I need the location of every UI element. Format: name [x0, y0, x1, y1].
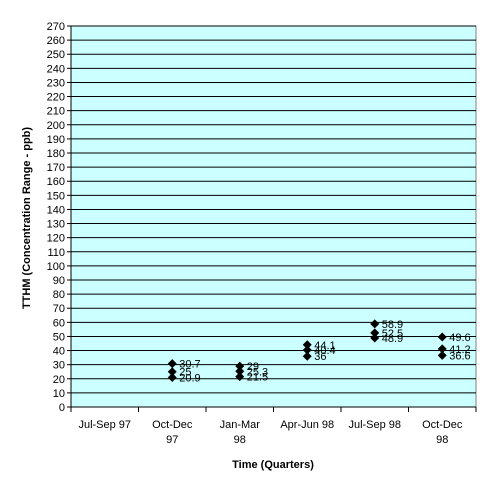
y-tick-label: 120	[47, 233, 65, 245]
data-point	[167, 367, 177, 377]
data-point	[437, 350, 447, 360]
data-point	[302, 340, 312, 350]
x-tick-label: Jul-Sep 97	[78, 419, 131, 431]
data-label: 20.9	[179, 373, 200, 385]
y-tick-label: 210	[47, 106, 65, 118]
data-label: 58.9	[382, 319, 403, 331]
data-label: 40.4	[314, 345, 335, 357]
y-tick-label: 200	[47, 120, 65, 132]
y-tick-label: 110	[47, 247, 65, 259]
data-point	[235, 361, 245, 371]
data-point	[302, 345, 312, 355]
y-tick-label: 60	[53, 317, 65, 329]
data-label: 29	[247, 361, 259, 373]
plot-area	[70, 25, 477, 408]
data-point	[370, 333, 380, 343]
y-tick-label: 130	[47, 219, 65, 231]
y-tick-label: 10	[53, 388, 65, 400]
y-tick-label: 140	[47, 204, 65, 216]
data-point	[370, 328, 380, 338]
x-tick-label: Jan-Mar 98	[220, 419, 261, 446]
y-tick-label: 0	[59, 402, 65, 414]
data-point	[235, 372, 245, 382]
data-label: 44.1	[314, 340, 335, 352]
y-tick-label: 270	[47, 21, 65, 33]
x-axis-ticks: Jul-Sep 97 Oct-Dec 97 Jan-Mar 98 Apr-Jun 98 Ju…	[70, 407, 477, 446]
y-tick-label: 150	[47, 190, 65, 202]
gridlines	[71, 25, 476, 394]
y-tick-label: 30	[53, 360, 65, 372]
y-tick-label: 90	[53, 275, 65, 287]
x-axis-title: Time (Quarters)	[232, 459, 314, 471]
data-point	[302, 351, 312, 361]
y-tick-label: 250	[47, 49, 65, 61]
data-point	[370, 319, 380, 329]
data-label: 30.7	[179, 359, 200, 371]
data-label: 25.3	[247, 366, 268, 378]
data-label: 48.9	[382, 333, 403, 345]
data-label: 49.6	[449, 332, 470, 344]
x-tick-label: Oct-Dec 97	[152, 419, 193, 446]
data-label: 36.6	[449, 350, 470, 362]
data-point	[167, 373, 177, 383]
data-label: 25	[179, 367, 191, 379]
data-label: 52.5	[382, 328, 403, 340]
y-tick-label: 190	[47, 134, 65, 146]
y-tick-label: 240	[47, 63, 65, 75]
y-tick-label: 50	[53, 331, 65, 343]
data-point	[235, 366, 245, 376]
y-tick-label: 260	[47, 35, 65, 47]
y-tick-label: 160	[47, 176, 65, 188]
y-tick-label: 40	[53, 346, 65, 358]
y-tick-label: 80	[53, 289, 65, 301]
y-tick-label: 180	[47, 148, 65, 160]
y-tick-label: 230	[47, 77, 65, 89]
y-tick-label: 70	[53, 303, 65, 315]
y-tick-label: 170	[47, 162, 65, 174]
x-tick-label: Oct-Dec 98	[422, 419, 463, 446]
x-tick-label: Jul-Sep 98	[348, 419, 401, 431]
data-label: 41.2	[449, 344, 470, 356]
y-axis-title: TTHM (Concentration Range - ppb)	[21, 127, 33, 309]
data-label: 21.5	[247, 372, 268, 384]
data-label: 36	[314, 351, 326, 363]
y-tick-label: 20	[53, 374, 65, 386]
y-axis-ticks: 0 10 20 30 40 50 60 70 80 90 100 110 120 130 140 150 160…	[47, 21, 71, 414]
y-tick-label: 220	[47, 92, 65, 104]
y-tick-label: 100	[47, 261, 65, 273]
x-tick-label: Apr-Jun 98	[280, 419, 334, 431]
data-point	[167, 359, 177, 369]
data-point	[437, 344, 447, 354]
data-point	[437, 332, 447, 342]
